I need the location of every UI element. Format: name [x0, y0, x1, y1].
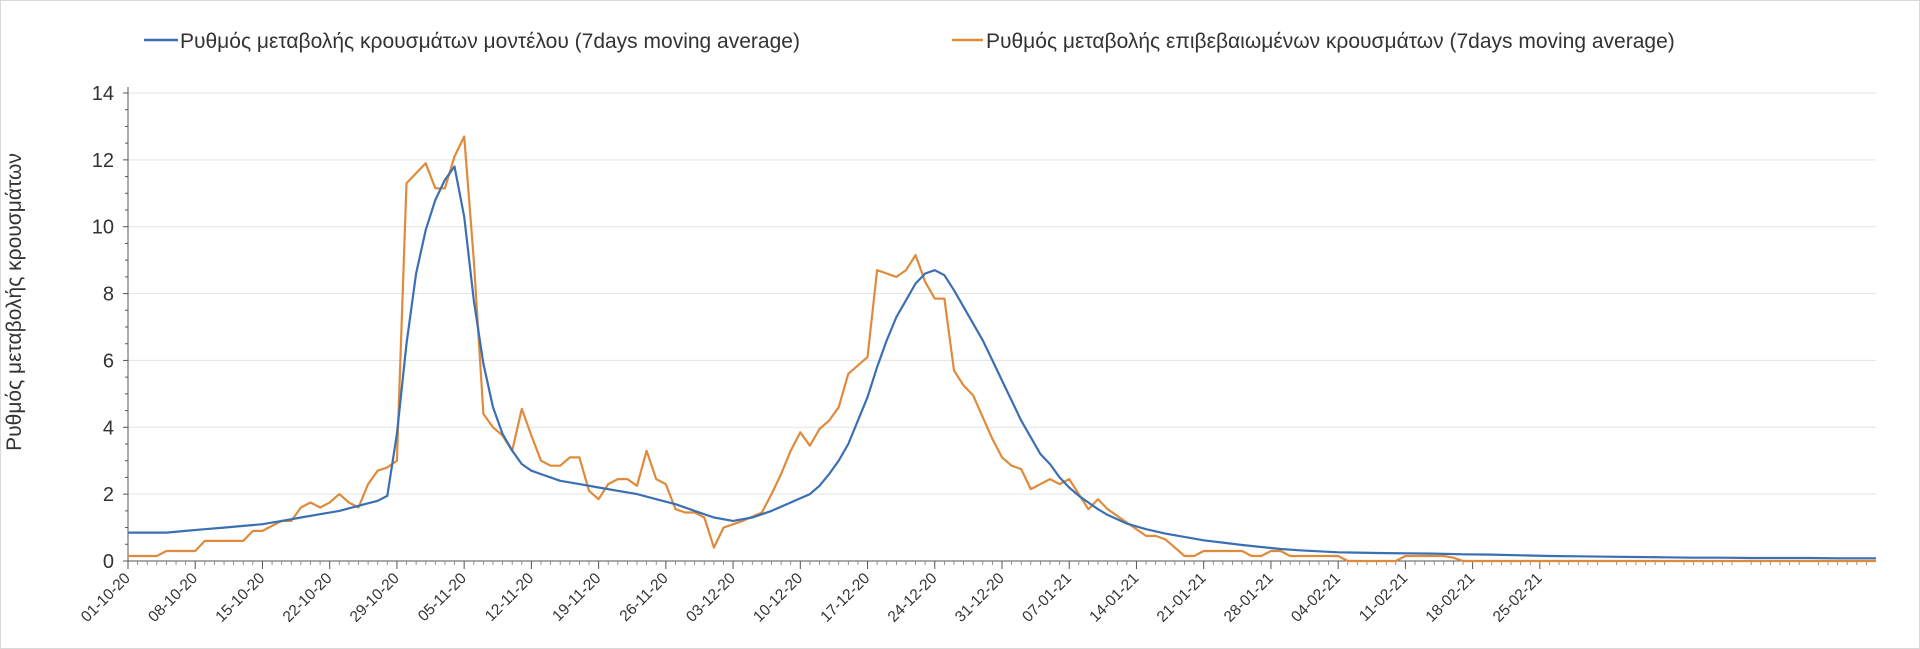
series-line-model [128, 165, 1876, 560]
x-tick-label: 10-12-20 [750, 570, 806, 626]
x-tick-label: 05-11-20 [415, 570, 470, 625]
legend-label-model: Ρυθμός μεταβολής κρουσμάτων μοντέλου (7d… [180, 30, 800, 53]
x-tick-label: 25-02-21 [1490, 570, 1546, 626]
x-tick-label: 26-11-20 [617, 570, 672, 625]
y-tick-label: 4 [103, 417, 114, 439]
gridlines [128, 92, 1876, 562]
series-lines [128, 135, 1876, 563]
y-tick-label: 12 [92, 150, 114, 172]
x-axis-ticks: 01-10-20 08-10-20 15-10-20 22-10-20 29-10-20… [78, 561, 1867, 626]
x-tick-label: 24-12-20 [885, 570, 941, 626]
y-tick-label: 6 [103, 350, 114, 372]
y-tick-label: 10 [92, 217, 114, 239]
x-tick-label: 14-01-21 [1086, 570, 1142, 626]
x-tick-label: 07-01-21 [1019, 570, 1075, 626]
x-tick-label: 21-01-21 [1154, 570, 1210, 626]
x-tick-label: 17-12-20 [817, 570, 873, 626]
y-tick-label: 8 [103, 284, 114, 306]
legend: Ρυθμός μεταβολής κρουσμάτων μοντέλου (7d… [144, 30, 1675, 53]
x-tick-label: 28-01-21 [1221, 570, 1277, 626]
y-axis-ticks: 0 2 4 6 8 10 12 14 [92, 83, 128, 573]
x-tick-label: 22-10-20 [280, 570, 336, 626]
y-tick-label: 14 [92, 83, 114, 105]
x-tick-label: 08-10-20 [145, 570, 201, 626]
x-tick-label: 12-11-20 [482, 570, 537, 625]
y-tick-label: 0 [103, 551, 114, 573]
x-tick-label: 18-02-21 [1423, 570, 1479, 626]
x-tick-label: 15-10-20 [212, 570, 268, 626]
x-tick-label: 29-10-20 [347, 570, 403, 626]
legend-label-confirmed: Ρυθμός μεταβολής επιβεβαιωμένων κρουσμάτ… [986, 30, 1675, 53]
x-tick-label: 11-02-21 [1356, 570, 1411, 625]
x-tick-label: 03-12-20 [683, 570, 739, 626]
x-tick-label: 19-11-20 [549, 570, 604, 625]
x-tick-label: 04-02-21 [1288, 570, 1344, 626]
y-tick-label: 2 [103, 484, 114, 506]
x-tick-label: 31-12-20 [952, 570, 1008, 626]
axes [127, 87, 1876, 562]
x-tick-label: 01-10-20 [78, 570, 134, 626]
series-line-confirmed [128, 135, 1876, 563]
y-axis-label: Ρυθμός μεταβολής κρουσμάτων [3, 153, 26, 451]
